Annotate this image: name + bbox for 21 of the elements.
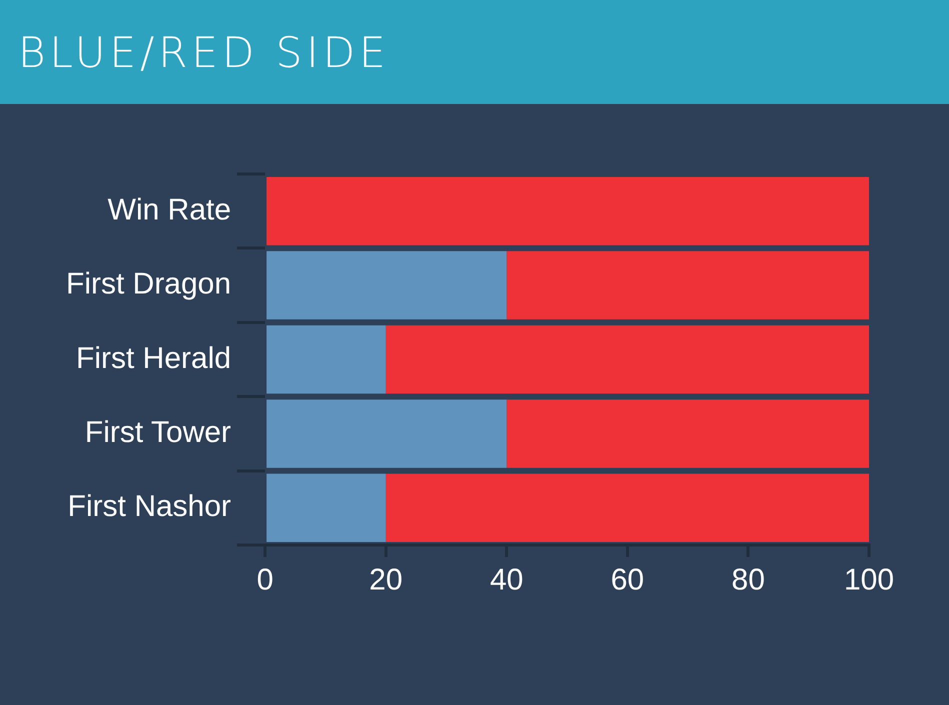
bar	[506, 400, 869, 468]
x-tick-label: 20	[369, 563, 403, 596]
y-tick-label: First Tower	[84, 416, 232, 449]
bar	[386, 325, 869, 394]
bar	[266, 176, 869, 246]
x-tick-label: 100	[844, 563, 894, 596]
chart-title: BLUE/RED SIDE	[18, 28, 390, 76]
x-tick-label: 80	[732, 563, 765, 596]
y-tick-label: Win Rate	[108, 193, 232, 226]
y-tick-label: First Nashor	[68, 490, 232, 524]
bar	[506, 251, 869, 320]
bar	[266, 474, 386, 542]
bar	[266, 400, 507, 468]
bar	[266, 325, 386, 394]
x-tick-label: 40	[490, 563, 524, 596]
y-tick-label: First Herald	[76, 342, 232, 375]
bar	[266, 251, 507, 320]
x-tick-label: 60	[610, 563, 644, 596]
bar	[386, 474, 869, 542]
y-tick-label: First Dragon	[66, 268, 232, 301]
x-tick-label: 0	[256, 563, 274, 596]
